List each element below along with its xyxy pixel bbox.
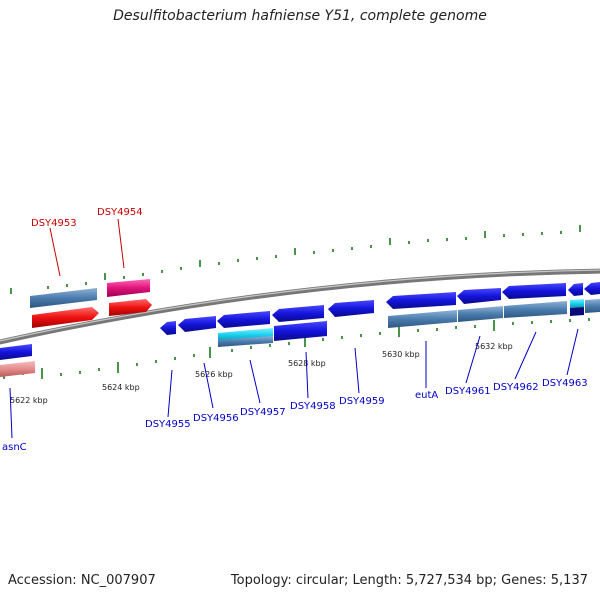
gene-label-dsy4954[interactable]: DSY4954 (97, 207, 143, 218)
accession-text: Accession: NC_007907 (8, 573, 156, 588)
gene-dsy4958-blue-lower[interactable] (274, 321, 327, 341)
genome-backbone (0, 268, 600, 345)
gene-dsy4953-steel[interactable] (30, 288, 97, 308)
gene-dsy4954-red[interactable] (109, 299, 152, 316)
gene-next-steel[interactable] (585, 299, 600, 313)
gene-dsy4958-blue[interactable] (272, 305, 324, 322)
outer-leaders (49, 218, 125, 277)
forward-strand-genes (30, 279, 152, 328)
genome-summary-text: Topology: circular; Length: 5,727,534 bp… (230, 573, 588, 588)
gene-label-dsy4959[interactable]: DSY4959 (339, 396, 385, 407)
gene-euta-blue[interactable] (386, 292, 456, 309)
gene-label-dsy4953[interactable]: DSY4953 (31, 218, 77, 229)
gene-dsy4962-steel[interactable] (504, 301, 567, 318)
gene-dsy4957-cyan[interactable] (218, 328, 273, 342)
gene-dsy4963-cyan[interactable] (570, 299, 584, 308)
gene-dsy4961-blue[interactable] (457, 288, 501, 304)
scale-label-5630: 5630 kbp (382, 350, 420, 359)
gene-asnc-salmon[interactable] (0, 361, 35, 377)
scale-label-5624: 5624 kbp (102, 383, 140, 392)
gene-dsy4956[interactable] (178, 316, 216, 332)
scale-label-5626: 5626 kbp (195, 370, 233, 379)
gene-label-dsy4955[interactable]: DSY4955 (145, 419, 191, 430)
gene-dsy4963-blue[interactable] (568, 283, 583, 296)
gene-label-euta[interactable]: eutA (415, 390, 438, 401)
gene-label-dsy4956[interactable]: DSY4956 (193, 413, 239, 424)
reverse-strand-genes (0, 282, 600, 377)
gene-dsy4953-red[interactable] (32, 307, 99, 328)
gene-dsy4955[interactable] (160, 321, 176, 335)
gene-dsy4962-blue[interactable] (502, 283, 566, 299)
gene-dsy4957-blue[interactable] (217, 311, 270, 328)
scale-label-5622: 5622 kbp (10, 396, 48, 405)
scale-label-5632: 5632 kbp (475, 342, 513, 351)
gene-euta-steel[interactable] (388, 310, 457, 328)
gene-dsy4954-pink[interactable] (107, 279, 150, 297)
gene-label-dsy4958[interactable]: DSY4958 (290, 401, 336, 412)
outer-scale (10, 225, 581, 294)
gene-asnc-blue[interactable] (0, 344, 32, 360)
gene-next-blue[interactable] (584, 282, 600, 295)
gene-dsy4959[interactable] (328, 300, 374, 317)
gene-label-dsy4961[interactable]: DSY4961 (445, 386, 491, 397)
gene-dsy4963-navy[interactable] (570, 307, 584, 316)
gene-dsy4961-steel[interactable] (458, 306, 503, 322)
gene-label-dsy4962[interactable]: DSY4962 (493, 382, 539, 393)
gene-label-asnc[interactable]: asnC (2, 442, 27, 453)
gene-label-dsy4957[interactable]: DSY4957 (240, 407, 286, 418)
gene-dsy4957-steel[interactable] (218, 336, 273, 347)
gene-label-dsy4963[interactable]: DSY4963 (542, 378, 588, 389)
inner-leaders (9, 328, 579, 439)
map-title: Desulfitobacterium hafniense Y51, comple… (113, 8, 487, 24)
genome-backbone-highlight (0, 269, 600, 342)
inner-scale (3, 318, 590, 379)
